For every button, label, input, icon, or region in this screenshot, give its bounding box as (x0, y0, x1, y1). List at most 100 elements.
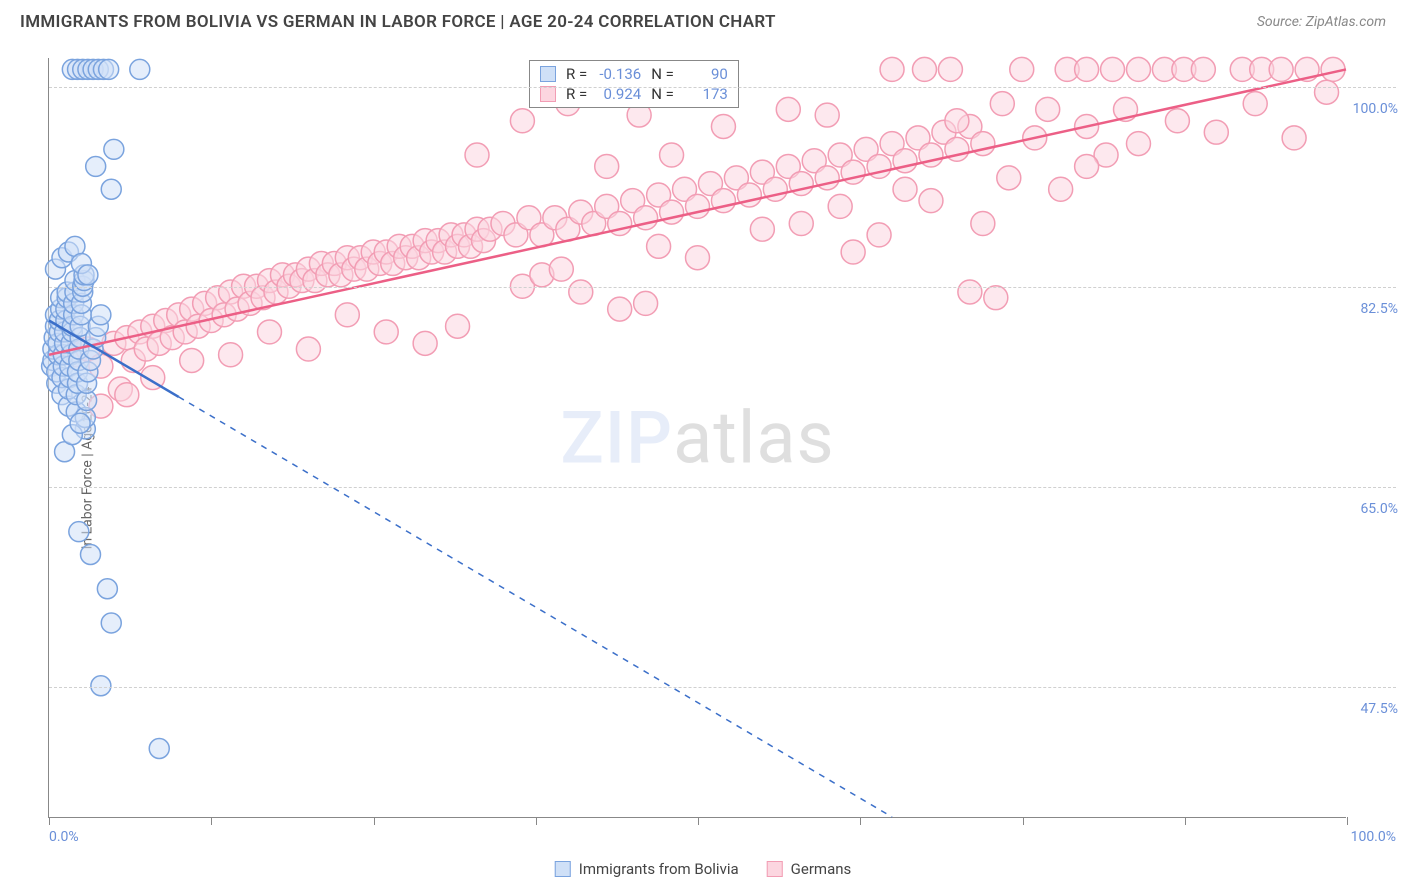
trend-line (49, 69, 1346, 354)
scatter-point-bolivia (70, 413, 90, 433)
scatter-point-germans (1126, 132, 1150, 156)
gridline (49, 687, 1396, 688)
legend-r-label: R = (566, 65, 587, 83)
scatter-point-germans (296, 337, 320, 361)
legend-label-germans: Germans (791, 860, 852, 878)
y-tick-label: 65.0% (1360, 501, 1398, 517)
y-tick-label: 100.0% (1353, 101, 1398, 117)
scatter-point-germans (867, 223, 891, 247)
scatter-point-germans (608, 297, 632, 321)
scatter-point-bolivia (149, 739, 169, 759)
series-legend: Immigrants from Bolivia Germans (555, 860, 852, 878)
scatter-point-germans (1269, 57, 1293, 81)
scatter-point-bolivia (104, 139, 124, 159)
x-tick (698, 817, 699, 825)
scatter-point-germans (180, 348, 204, 372)
x-tick (49, 817, 50, 825)
legend-swatch-bolivia (555, 861, 571, 877)
x-tick (860, 817, 861, 825)
scatter-point-bolivia (99, 59, 119, 79)
scatter-point-germans (997, 166, 1021, 190)
scatter-point-bolivia (97, 579, 117, 599)
scatter-point-germans (634, 291, 658, 315)
x-tick (374, 817, 375, 825)
scatter-point-germans (569, 280, 593, 304)
scatter-point-germans (893, 177, 917, 201)
x-tick (536, 817, 537, 825)
scatter-point-germans (1010, 57, 1034, 81)
legend-r-value-germans: 0.924 (597, 85, 641, 103)
scatter-point-germans (945, 109, 969, 133)
scatter-point-germans (510, 109, 534, 133)
scatter-point-germans (1165, 109, 1189, 133)
scatter-point-germans (647, 234, 671, 258)
scatter-point-germans (374, 320, 398, 344)
scatter-point-germans (919, 189, 943, 213)
scatter-point-germans (413, 331, 437, 355)
scatter-point-germans (990, 92, 1014, 116)
legend-item-germans: Germans (767, 860, 852, 878)
x-tick (1185, 817, 1186, 825)
scatter-point-germans (549, 257, 573, 281)
scatter-point-germans (711, 114, 735, 138)
scatter-point-germans (335, 303, 359, 327)
scatter-point-germans (1315, 80, 1339, 104)
scatter-point-germans (219, 343, 243, 367)
scatter-point-germans (660, 143, 684, 167)
scatter-point-germans (880, 57, 904, 81)
x-tick-label-min: 0.0% (49, 829, 79, 845)
x-tick (1023, 817, 1024, 825)
scatter-point-bolivia (101, 179, 121, 199)
scatter-point-germans (1075, 154, 1099, 178)
scatter-point-germans (1282, 126, 1306, 150)
scatter-point-germans (257, 320, 281, 344)
legend-n-value-bolivia: 90 (684, 65, 728, 83)
y-tick-label: 47.5% (1360, 701, 1398, 717)
scatter-point-bolivia (101, 613, 121, 633)
scatter-point-bolivia (81, 545, 101, 565)
scatter-point-germans (1191, 57, 1215, 81)
scatter-point-germans (1101, 57, 1125, 81)
legend-n-label: N = (651, 85, 674, 103)
scatter-point-germans (446, 314, 470, 338)
scatter-point-germans (686, 246, 710, 270)
plot-region: ZIPatlas R = -0.136 N = 90 R = 0.924 N =… (48, 58, 1346, 818)
legend-swatch-bolivia (540, 66, 556, 82)
trend-line-dashed (179, 397, 892, 817)
scatter-point-germans (1036, 97, 1060, 121)
chart-source: Source: ZipAtlas.com (1257, 14, 1386, 30)
legend-swatch-germans (767, 861, 783, 877)
x-tick (1347, 817, 1348, 825)
scatter-point-bolivia (91, 305, 111, 325)
scatter-point-bolivia (130, 59, 150, 79)
chart-area: In Labor Force | Age 20-24 ZIPatlas R = … (0, 44, 1406, 892)
scatter-point-germans (984, 286, 1008, 310)
scatter-point-germans (1049, 177, 1073, 201)
scatter-point-germans (789, 212, 813, 236)
legend-label-bolivia: Immigrants from Bolivia (579, 860, 739, 878)
scatter-point-germans (912, 57, 936, 81)
scatter-point-germans (1204, 120, 1228, 144)
gridline (49, 487, 1396, 488)
scatter-point-germans (815, 103, 839, 127)
legend-swatch-germans (540, 86, 556, 102)
x-tick-label-max: 100.0% (1351, 829, 1396, 845)
scatter-point-germans (1243, 92, 1267, 116)
scatter-point-bolivia (78, 265, 98, 285)
gridline (49, 287, 1396, 288)
scatter-point-germans (971, 212, 995, 236)
legend-r-label: R = (566, 85, 587, 103)
legend-n-value-germans: 173 (684, 85, 728, 103)
scatter-point-germans (465, 143, 489, 167)
scatter-point-germans (958, 280, 982, 304)
plot-svg (49, 58, 1346, 817)
scatter-point-bolivia (69, 522, 89, 542)
scatter-point-germans (938, 57, 962, 81)
gridline (49, 87, 1396, 88)
scatter-point-germans (1126, 57, 1150, 81)
scatter-point-germans (776, 97, 800, 121)
legend-item-bolivia: Immigrants from Bolivia (555, 860, 739, 878)
scatter-point-germans (595, 154, 619, 178)
scatter-point-germans (750, 217, 774, 241)
scatter-point-germans (115, 383, 139, 407)
